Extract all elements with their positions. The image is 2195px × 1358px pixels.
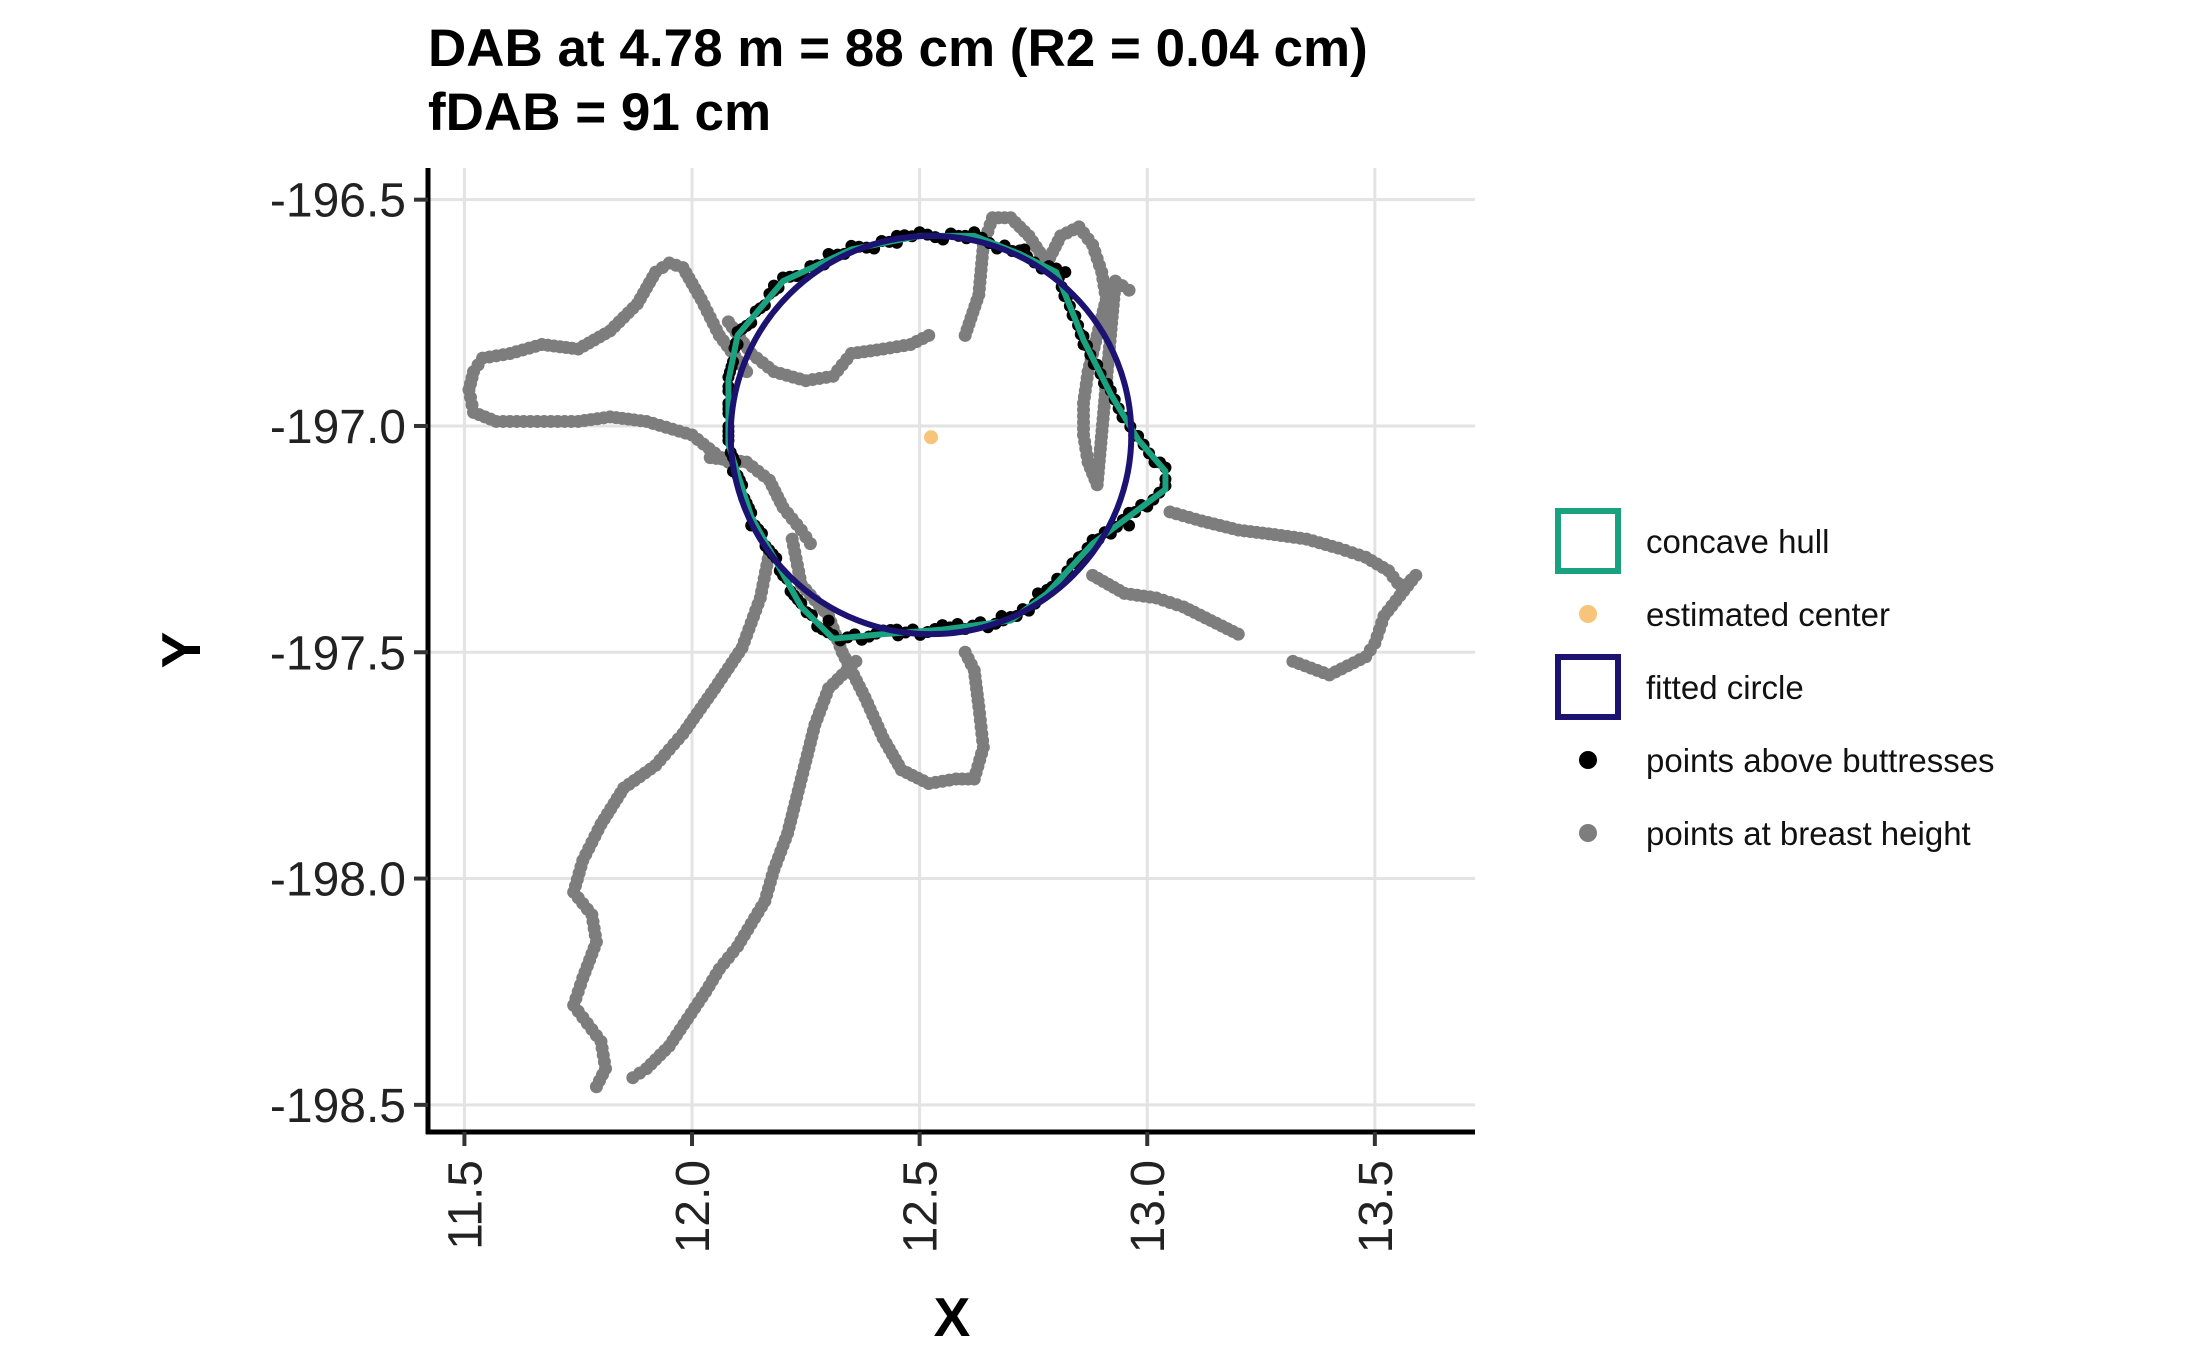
breast-height-point [589, 1080, 603, 1094]
legend-label-points-at-breast-height: points at breast height [1646, 815, 1971, 852]
y-tick-label: -197.0 [270, 401, 406, 454]
x-axis-ticks: 11.5 12.0 12.5 13.0 13.5 [439, 1132, 1403, 1253]
legend-key-fitted-circle [1555, 654, 1621, 720]
fitted-circle-series [727, 232, 1135, 638]
y-tick-label: -198.5 [270, 1080, 406, 1133]
breast-height-point [958, 645, 972, 659]
x-tick-label: 13.5 [1350, 1160, 1403, 1253]
x-tick-label: 11.5 [439, 1160, 492, 1250]
legend-label-points-above-buttresses: points above buttresses [1646, 742, 1995, 779]
legend-key-points-above-buttresses [1579, 751, 1597, 769]
chart-subtitle: fDAB = 91 cm [428, 83, 771, 142]
y-axis-ticks: -196.5 -197.0 -197.5 -198.0 -198.5 [270, 175, 428, 1133]
x-tick-label: 12.0 [667, 1160, 720, 1253]
x-tick-label: 13.0 [1122, 1160, 1175, 1253]
breast-height-point [803, 537, 817, 551]
above-buttress-point [1123, 519, 1136, 532]
y-tick-label: -197.5 [270, 627, 406, 680]
breast-height-point [922, 328, 936, 342]
legend-key-points-at-breast-height [1579, 824, 1597, 842]
fitted-circle-outline [727, 232, 1135, 638]
breast-height-point [1286, 654, 1300, 668]
estimated-center-series [924, 430, 939, 445]
legend-key-estimated-center [1579, 605, 1597, 623]
breast-height-point [626, 1071, 640, 1085]
estimated-center-point [924, 430, 939, 445]
breast-height-point [1122, 283, 1136, 297]
chart-title: DAB at 4.78 m = 88 cm (R2 = 0.04 cm) [428, 19, 1368, 78]
y-tick-label: -196.5 [270, 175, 406, 228]
legend-label-concave-hull: concave hull [1646, 523, 1829, 560]
x-axis-title: X [934, 1286, 971, 1348]
y-axis-title: Y [150, 632, 212, 669]
legend-label-estimated-center: estimated center [1646, 596, 1890, 633]
above-buttress-point [1059, 266, 1072, 279]
chart-legend: concave hull estimated center fitted circl… [1555, 508, 1995, 852]
breast-height-point [1231, 627, 1245, 641]
legend-key-concave-hull [1555, 508, 1621, 574]
legend-label-fitted-circle: fitted circle [1646, 669, 1804, 706]
x-tick-label: 12.5 [895, 1160, 948, 1253]
y-tick-label: -198.0 [270, 854, 406, 907]
above-buttress-point [822, 614, 835, 627]
